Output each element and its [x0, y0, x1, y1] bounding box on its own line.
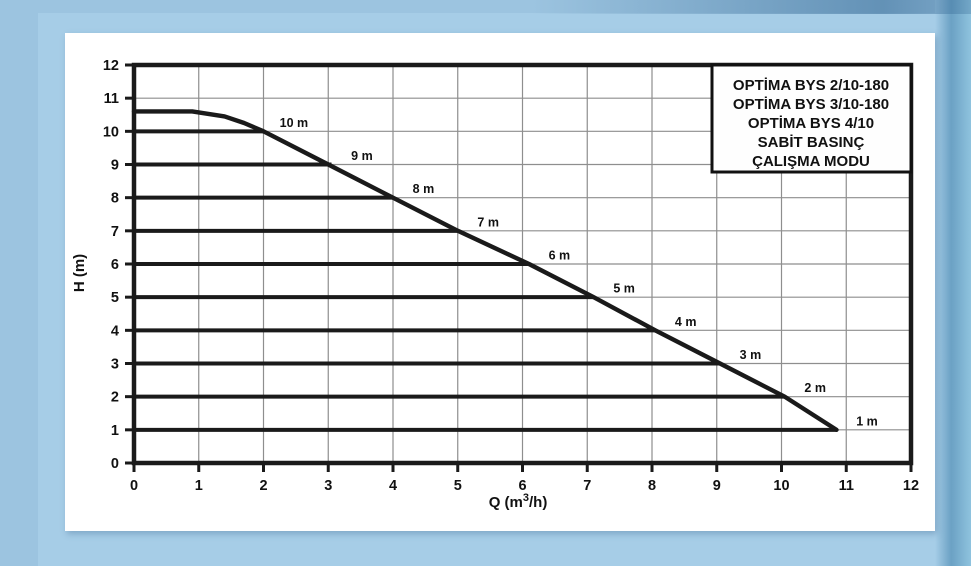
y-tick-label: 9: [111, 158, 119, 174]
x-tick-label: 9: [713, 478, 721, 494]
pump-max-curve: [131, 109, 839, 432]
pressure-line-label: 2 m: [804, 381, 826, 395]
legend-line-1: OPTİMA BYS 2/10-180: [733, 77, 889, 94]
y-tick-label: 4: [111, 323, 119, 339]
y-tick-label: 2: [111, 390, 119, 406]
x-tick-label: 2: [259, 478, 267, 494]
y-tick-label: 1: [111, 423, 119, 439]
x-tick-label: 7: [583, 478, 591, 494]
y-tick-label: 7: [111, 224, 119, 240]
y-tick-label: 6: [111, 257, 119, 273]
x-tick-label: 6: [518, 478, 526, 494]
axis-ticks: [125, 63, 913, 472]
background-top-gradient: [531, 0, 971, 14]
pressure-line-label: 6 m: [549, 249, 571, 263]
pressure-line-label: 8 m: [413, 182, 435, 196]
y-tick-label: 11: [104, 91, 119, 107]
pressure-line-label: 5 m: [613, 282, 635, 296]
y-tick-label: 0: [111, 456, 119, 472]
y-tick-label: 10: [103, 124, 119, 140]
legend-line-2: OPTİMA BYS 3/10-180: [733, 96, 889, 113]
legend: OPTİMA BYS 2/10-180 OPTİMA BYS 3/10-180 …: [710, 63, 913, 174]
pressure-line-label: 4 m: [675, 315, 697, 329]
pressure-line-label: 10 m: [280, 116, 309, 130]
y-tick-label: 3: [111, 357, 119, 373]
pressure-line-label: 1 m: [856, 414, 878, 428]
x-tick-label: 5: [454, 478, 462, 494]
pressure-line-label: 9 m: [351, 149, 373, 163]
x-tick-label: 12: [903, 478, 919, 494]
y-tick-label: 12: [103, 58, 119, 74]
x-tick-label: 4: [389, 478, 397, 494]
x-tick-label: 8: [648, 478, 656, 494]
x-tick-label: 1: [195, 478, 203, 494]
x-axis-title-group: Q (m3/h): [489, 492, 548, 511]
legend-box: [710, 63, 913, 174]
background-right-gradient: [935, 0, 971, 566]
x-tick-label: 3: [324, 478, 332, 494]
x-tick-label: 11: [839, 478, 854, 494]
legend-line-3: OPTİMA BYS 4/10: [748, 115, 874, 132]
y-tick-label: 5: [111, 290, 119, 306]
x-tick-label: 10: [773, 478, 789, 494]
constant-pressure-lines: 10 m 9 m 8 m 7 m 6 m 5 m 4 m 3 m 2 m 1 m: [134, 116, 878, 432]
x-tick-label: 0: [130, 478, 138, 494]
pressure-line-label: 3 m: [740, 348, 762, 362]
x-axis-title: Q (m3/h): [489, 492, 548, 511]
y-tick-label: 8: [111, 191, 119, 207]
legend-line-4: SABİT BASINÇ: [758, 134, 865, 151]
legend-line-5: ÇALIŞMA MODU: [752, 153, 870, 170]
pressure-line-label: 7 m: [477, 215, 499, 229]
y-axis-title: H (m): [71, 254, 88, 292]
